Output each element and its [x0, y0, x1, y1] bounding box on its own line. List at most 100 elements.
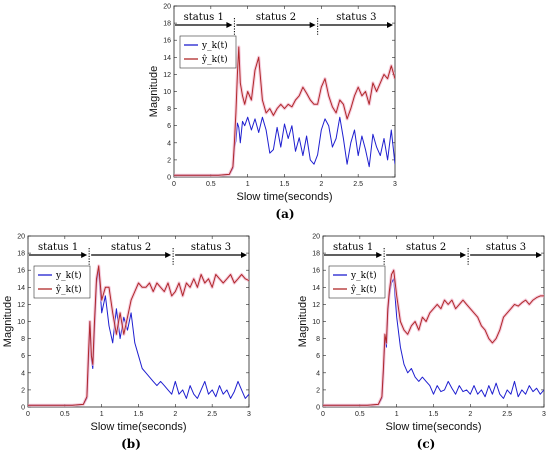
y-axis-label: Magnitude: [297, 296, 309, 347]
x-tick-label: 3: [393, 181, 397, 188]
x-tick-label: 0.5: [355, 411, 365, 418]
plot-frame: [27, 235, 250, 408]
legend-entry: y_k(t): [201, 40, 228, 51]
status-arrow-head: [226, 22, 233, 28]
status-arrow-head: [241, 252, 247, 258]
x-tick-label: 0: [26, 411, 30, 418]
y-tick-label: 14: [163, 55, 171, 62]
x-tick-label: 0.5: [60, 411, 70, 418]
x-tick-label: 1: [246, 181, 250, 188]
legend-entry: ŷ_k(t): [201, 54, 228, 65]
series-line-estimated: [323, 269, 544, 406]
status-arrow-head: [165, 252, 172, 258]
y-tick-label: 10: [163, 89, 171, 96]
status-arrow-head: [387, 22, 393, 28]
x-tick-label: 1: [100, 411, 104, 418]
series-line-estimated: [174, 46, 395, 176]
y-tick-label: 18: [163, 21, 171, 28]
y-tick-label: 8: [316, 336, 320, 343]
series-line-measured: [174, 116, 395, 176]
x-tick-label: 1.5: [429, 411, 439, 418]
x-tick-label: 2: [173, 411, 177, 418]
y-tick-label: 12: [312, 302, 320, 309]
y-tick-label: 20: [17, 234, 25, 241]
y-tick-label: 2: [316, 387, 320, 394]
status-label: status 3: [191, 242, 231, 253]
x-tick-label: 2.5: [353, 181, 363, 188]
status-label: status 3: [336, 12, 376, 23]
status-label: status 3: [486, 242, 526, 253]
y-tick-label: 10: [312, 319, 320, 326]
x-axis-label: Slow time(seconds): [386, 421, 482, 433]
y-tick-label: 14: [17, 285, 25, 292]
panel-caption: (c): [417, 437, 436, 451]
y-tick-label: 16: [312, 268, 320, 275]
status-label: status 2: [111, 242, 151, 253]
legend-entry: ŷ_k(t): [55, 284, 82, 295]
y-tick-label: 2: [167, 157, 171, 164]
y-tick-label: 6: [21, 353, 25, 360]
y-tick-label: 16: [163, 38, 171, 45]
y-axis-label: Magnitude: [2, 296, 14, 347]
legend-entry: y_k(t): [55, 270, 82, 281]
panel-b: 0 2 4 6 8 10 12 14 16 18 20 0 0.5 1 1.5 2 2.5 3 Slow time(…: [2, 234, 251, 452]
x-tick-label: 3: [247, 411, 251, 418]
x-tick-label: 0: [321, 411, 325, 418]
panel-caption: (a): [275, 207, 294, 221]
panel-caption: (b): [121, 437, 141, 451]
panel-a: 0 2 4 6 8 10 12 14 16 18 20 0 0.5 1 1.5 2 2.5 3 Slow time(…: [148, 4, 397, 222]
series-line-estimated: [28, 265, 249, 406]
series-line-measured: [28, 269, 249, 406]
status-label: status 2: [256, 12, 296, 23]
x-axis-label: Slow time(seconds): [237, 191, 333, 203]
legend-entry: y_k(t): [350, 270, 377, 281]
y-tick-label: 12: [163, 72, 171, 79]
legend-box: [328, 265, 386, 299]
status-label: status 1: [333, 242, 373, 253]
plot-frame: [173, 5, 396, 178]
x-tick-label: 1.5: [280, 181, 290, 188]
status-arrow-head: [460, 252, 467, 258]
x-axis-label: Slow time(seconds): [91, 421, 187, 433]
y-tick-label: 0: [21, 405, 25, 412]
x-tick-label: 3: [542, 411, 546, 418]
status-label: status 1: [184, 12, 224, 23]
y-tick-label: 0: [167, 175, 171, 182]
y-tick-label: 6: [167, 123, 171, 130]
x-tick-label: 2: [319, 181, 323, 188]
y-tick-label: 8: [167, 106, 171, 113]
status-label: status 2: [406, 242, 446, 253]
status-label: status 1: [38, 242, 78, 253]
legend-box: [179, 35, 237, 69]
y-tick-label: 6: [316, 353, 320, 360]
y-tick-label: 14: [312, 285, 320, 292]
status-arrow-head: [81, 252, 88, 258]
status-arrow-head: [309, 22, 316, 28]
x-tick-label: 1: [395, 411, 399, 418]
y-tick-label: 12: [17, 302, 25, 309]
x-tick-label: 2.5: [502, 411, 512, 418]
y-tick-label: 18: [312, 251, 320, 258]
y-tick-label: 2: [21, 387, 25, 394]
y-tick-label: 4: [316, 370, 320, 377]
x-tick-label: 0: [172, 181, 176, 188]
plot-frame: [322, 235, 545, 408]
status-arrow-head: [376, 252, 383, 258]
x-tick-label: 1.5: [134, 411, 144, 418]
legend-box: [33, 265, 91, 299]
y-tick-label: 20: [312, 234, 320, 241]
y-tick-label: 20: [163, 4, 171, 11]
x-tick-label: 2: [468, 411, 472, 418]
y-axis-label: Magnitude: [148, 66, 160, 117]
x-tick-label: 2.5: [207, 411, 217, 418]
y-tick-label: 8: [21, 336, 25, 343]
status-arrow-head: [536, 252, 542, 258]
panel-c: 0 2 4 6 8 10 12 14 16 18 20 0 0.5 1 1.5 2 2.5 3 Slow time(…: [297, 234, 546, 452]
y-tick-label: 18: [17, 251, 25, 258]
y-tick-label: 10: [17, 319, 25, 326]
y-tick-label: 16: [17, 268, 25, 275]
y-tick-label: 4: [167, 140, 171, 147]
legend-entry: ŷ_k(t): [350, 284, 377, 295]
y-tick-label: 0: [316, 405, 320, 412]
